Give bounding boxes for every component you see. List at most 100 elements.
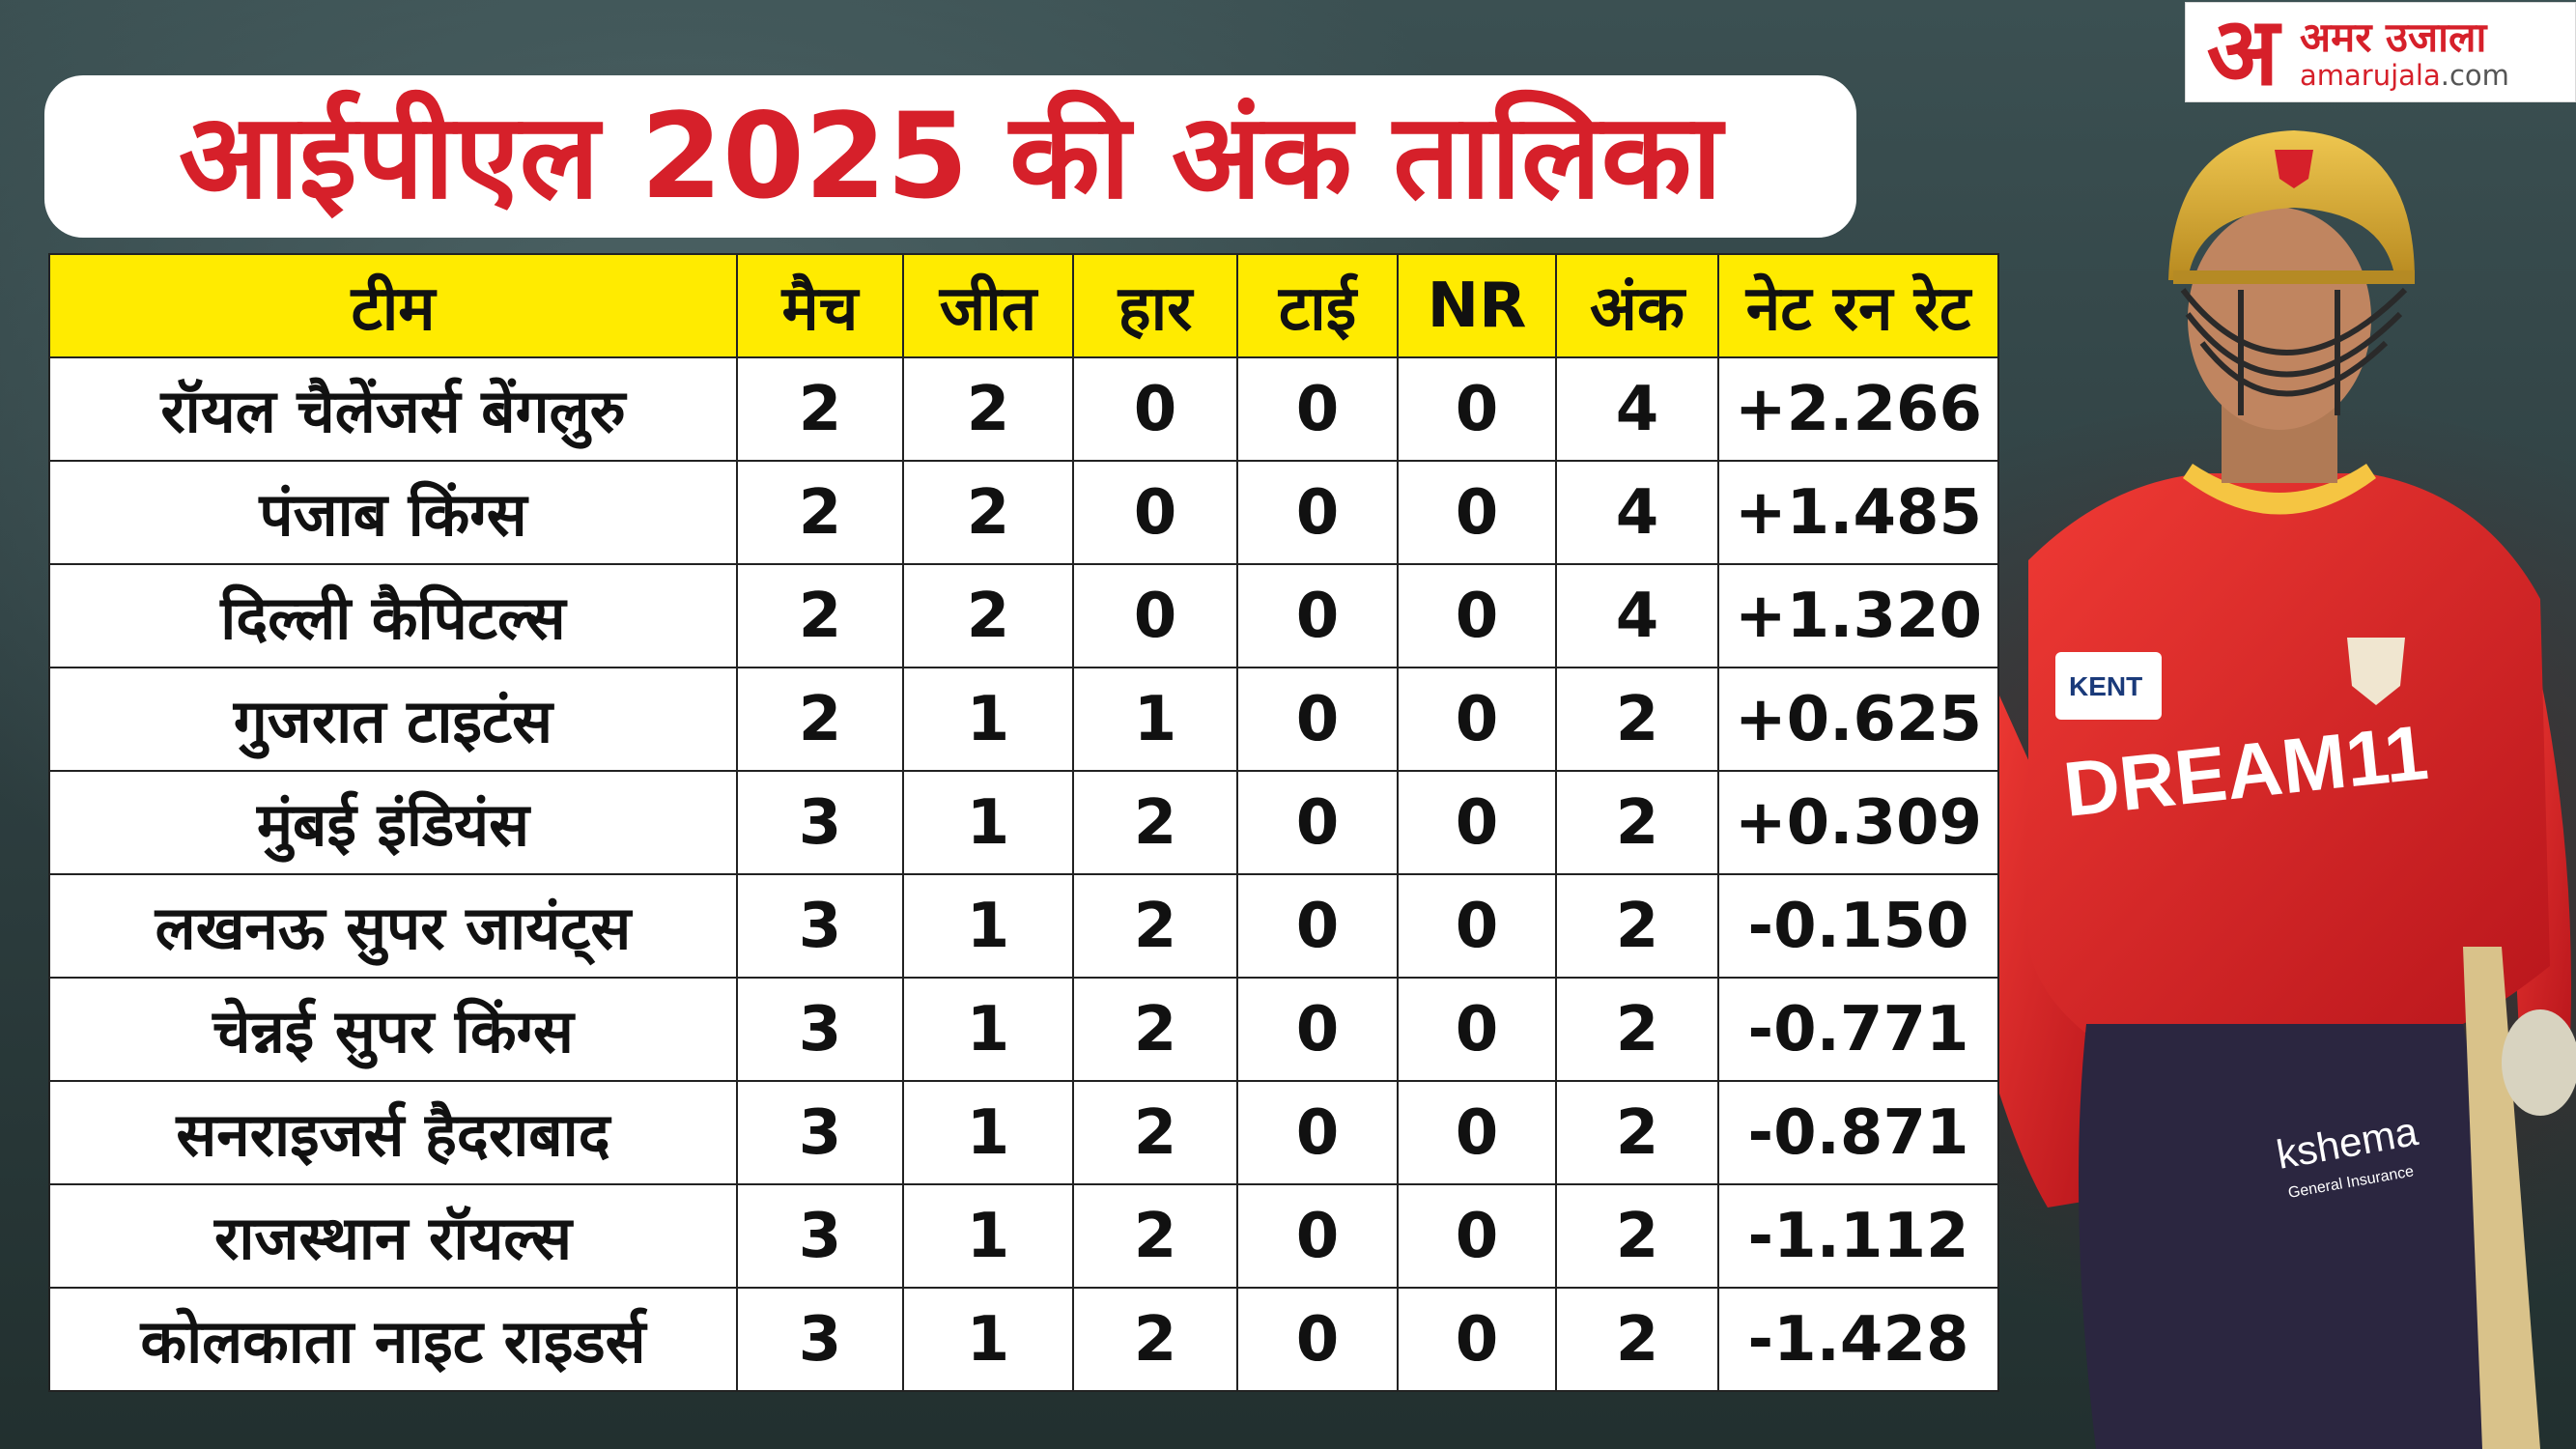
cell-net-run-rate: +0.309 [1717,770,1999,875]
cell-tied: 0 [1236,873,1399,979]
table-row: पंजाब किंग्स 2 2 0 0 0 4 +1.485 [48,460,1999,565]
logo-site: amarujala.com [2300,59,2575,92]
cell-no-result: 0 [1397,873,1557,979]
cell-tied: 0 [1236,1183,1399,1289]
cell-points: 2 [1555,977,1719,1082]
cell-team-name: मुंबई इंडियंस [48,770,738,875]
logo-site-name: amarujala [2300,59,2441,92]
table-row: चेन्नई सुपर किंग्स 3 1 2 0 0 2 -0.771 [48,977,1999,1082]
cell-points: 4 [1555,563,1719,668]
cell-tied: 0 [1236,770,1399,875]
cell-matches: 2 [736,356,904,462]
cell-net-run-rate: -0.871 [1717,1080,1999,1185]
table-row: मुंबई इंडियंस 3 1 2 0 0 2 +0.309 [48,770,1999,875]
cell-lost: 0 [1072,356,1238,462]
header-tied: टाई [1236,253,1399,358]
cell-team-name: कोलकाता नाइट राइडर्स [48,1287,738,1392]
points-table: टीम मैच जीत हार टाई NR अंक नेट रन रेट रॉ… [48,253,1999,1392]
cell-no-result: 0 [1397,770,1557,875]
cell-team-name: रॉयल चैलेंजर्स बेंगलुरु [48,356,738,462]
header-points: अंक [1555,253,1719,358]
cell-tied: 0 [1236,356,1399,462]
cell-team-name: गुजरात टाइटंस [48,667,738,772]
cell-won: 2 [902,356,1074,462]
cell-net-run-rate: -1.428 [1717,1287,1999,1392]
table-row: रॉयल चैलेंजर्स बेंगलुरु 2 2 0 0 0 4 +2.266 [48,356,1999,462]
cell-won: 1 [902,1080,1074,1185]
cell-team-name: सनराइजर्स हैदराबाद [48,1080,738,1185]
cell-matches: 3 [736,1287,904,1392]
cell-net-run-rate: +1.485 [1717,460,1999,565]
cell-points: 2 [1555,770,1719,875]
cell-net-run-rate: -1.112 [1717,1183,1999,1289]
cell-won: 1 [902,1183,1074,1289]
cell-matches: 2 [736,460,904,565]
cell-team-name: चेन्नई सुपर किंग्स [48,977,738,1082]
cell-won: 1 [902,873,1074,979]
cell-lost: 2 [1072,770,1238,875]
header-matches: मैच [736,253,904,358]
cell-matches: 3 [736,977,904,1082]
cell-points: 2 [1555,1080,1719,1185]
cell-team-name: लखनऊ सुपर जायंट्स [48,873,738,979]
cell-points: 2 [1555,1183,1719,1289]
cell-lost: 2 [1072,873,1238,979]
cell-won: 1 [902,977,1074,1082]
logo-site-domain: .com [2440,59,2509,92]
cell-no-result: 0 [1397,563,1557,668]
table-header-row: टीम मैच जीत हार टाई NR अंक नेट रन रेट [48,253,1999,358]
cell-no-result: 0 [1397,1080,1557,1185]
table-row: सनराइजर्स हैदराबाद 3 1 2 0 0 2 -0.871 [48,1080,1999,1185]
cell-won: 1 [902,667,1074,772]
cell-won: 1 [902,1287,1074,1392]
header-team: टीम [48,253,738,358]
cell-tied: 0 [1236,977,1399,1082]
cell-net-run-rate: -0.150 [1717,873,1999,979]
cell-tied: 0 [1236,1080,1399,1185]
cell-matches: 3 [736,1080,904,1185]
cell-matches: 2 [736,667,904,772]
cell-team-name: दिल्ली कैपिटल्स [48,563,738,668]
cell-net-run-rate: +1.320 [1717,563,1999,668]
cell-net-run-rate: -0.771 [1717,977,1999,1082]
cell-lost: 2 [1072,1287,1238,1392]
cell-no-result: 0 [1397,1287,1557,1392]
table-row: दिल्ली कैपिटल्स 2 2 0 0 0 4 +1.320 [48,563,1999,668]
cell-matches: 3 [736,873,904,979]
page-title: आईपीएल 2025 की अंक तालिका [178,88,1723,225]
cell-tied: 0 [1236,460,1399,565]
header-lost: हार [1072,253,1238,358]
cell-matches: 3 [736,770,904,875]
logo-name: अमर उजाला [2300,14,2487,61]
cell-won: 1 [902,770,1074,875]
cell-points: 2 [1555,667,1719,772]
logo-mark-icon: अ [2206,0,2279,107]
cell-no-result: 0 [1397,667,1557,772]
table-row: गुजरात टाइटंस 2 1 1 0 0 2 +0.625 [48,667,1999,772]
cell-tied: 0 [1236,667,1399,772]
table-row: कोलकाता नाइट राइडर्स 3 1 2 0 0 2 -1.428 [48,1287,1999,1392]
table-row: लखनऊ सुपर जायंट्स 3 1 2 0 0 2 -0.150 [48,873,1999,979]
cell-points: 4 [1555,356,1719,462]
cell-no-result: 0 [1397,1183,1557,1289]
cell-team-name: राजस्थान रॉयल्स [48,1183,738,1289]
cell-won: 2 [902,563,1074,668]
cell-lost: 2 [1072,977,1238,1082]
cell-lost: 2 [1072,1183,1238,1289]
cell-no-result: 0 [1397,356,1557,462]
cell-tied: 0 [1236,563,1399,668]
header-won: जीत [902,253,1074,358]
cell-team-name: पंजाब किंग्स [48,460,738,565]
cell-matches: 2 [736,563,904,668]
table-row: राजस्थान रॉयल्स 3 1 2 0 0 2 -1.112 [48,1183,1999,1289]
jersey-chest-sponsor: KENT [2069,671,2142,701]
cell-lost: 0 [1072,460,1238,565]
cell-won: 2 [902,460,1074,565]
header-net-run-rate: नेट रन रेट [1717,253,1999,358]
cell-points: 2 [1555,1287,1719,1392]
cell-tied: 0 [1236,1287,1399,1392]
title-banner: आईपीएल 2025 की अंक तालिका [44,75,1856,238]
cell-net-run-rate: +2.266 [1717,356,1999,462]
cell-no-result: 0 [1397,977,1557,1082]
cell-points: 2 [1555,873,1719,979]
